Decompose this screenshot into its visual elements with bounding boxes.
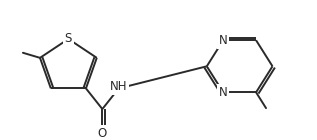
Text: N: N xyxy=(219,86,228,99)
Text: S: S xyxy=(65,32,72,46)
Text: N: N xyxy=(219,34,228,47)
Text: NH: NH xyxy=(110,80,127,93)
Text: O: O xyxy=(98,127,107,140)
